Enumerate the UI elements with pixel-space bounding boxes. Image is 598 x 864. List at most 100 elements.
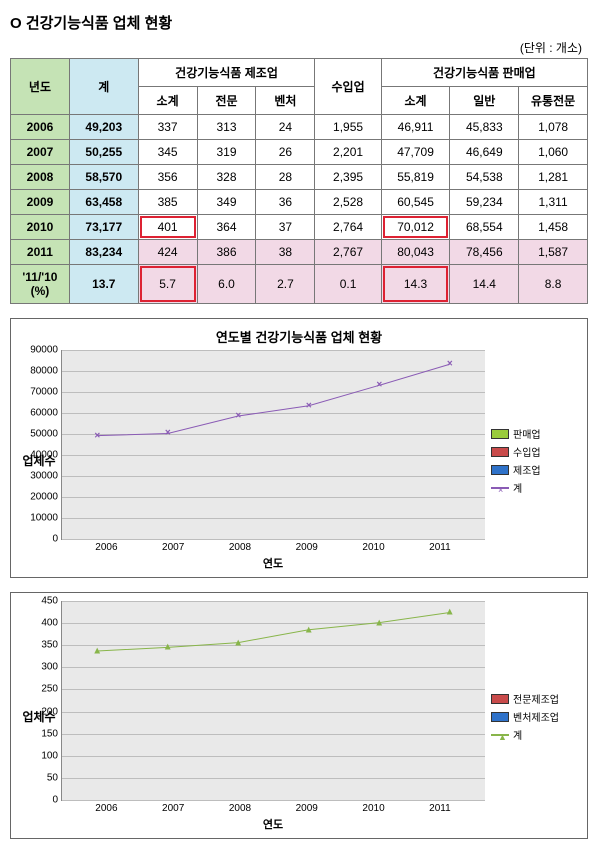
legend-item: 수입업 [491,444,581,459]
x-tick: 2008 [229,803,251,814]
table-cell: 328 [197,165,256,190]
legend-item: ×계 [491,480,581,495]
table-cell: 424 [138,240,197,265]
unit-label: (단위 : 개소) [10,39,588,56]
x-tick: 2008 [229,542,251,553]
chart1-xlabel: 연도 [61,555,485,571]
table-cell: 46,911 [381,115,450,140]
table-cell: 58,570 [69,165,138,190]
table-row: 200963,458385349362,52860,54559,2341,311 [11,190,588,215]
table-cell: 37 [256,215,315,240]
table-cell: 54,538 [450,165,519,190]
x-tick: 2010 [362,542,384,553]
table-cell: 1,060 [519,140,588,165]
chart1-title: 연도별 건강기능식품 업체 현황 [17,327,581,346]
table-cell: 1,311 [519,190,588,215]
legend-item: 전문제조업 [491,691,581,706]
table-cell: 1,078 [519,115,588,140]
legend-item: ▲계 [491,727,581,742]
th-mfg-venture: 벤처 [256,87,315,115]
th-mfg-special: 전문 [197,87,256,115]
x-tick: 2009 [296,803,318,814]
legend-item: 제조업 [491,462,581,477]
table-cell: 14.3 [381,265,450,304]
table-row: 201073,177401364372,76470,01268,5541,458 [11,215,588,240]
table-cell: 63,458 [69,190,138,215]
legend-item: 벤처제조업 [491,709,581,724]
data-table: 년도 계 건강기능식품 제조업 수입업 건강기능식품 판매업 소계 전문 벤처 … [10,58,588,304]
chart2-xlabels: 200620072008200920102011 [61,801,485,814]
table-cell: 2006 [11,115,70,140]
table-cell: 2010 [11,215,70,240]
table-cell: 28 [256,165,315,190]
table-row: 200858,570356328282,39555,81954,5381,281 [11,165,588,190]
table-cell: 14.4 [450,265,519,304]
chart1-legend: 판매업수입업제조업 ×계 [485,423,581,498]
th-sales-sub: 소계 [381,87,450,115]
table-cell: 8.8 [519,265,588,304]
legend-item: 판매업 [491,426,581,441]
table-cell: 349 [197,190,256,215]
table-cell: 319 [197,140,256,165]
table-cell: 1,281 [519,165,588,190]
table-row: 201183,234424386382,76780,04378,4561,587 [11,240,588,265]
table-cell: 401 [138,215,197,240]
table-cell: 2,767 [315,240,381,265]
table-cell: 337 [138,115,197,140]
table-cell: 0.1 [315,265,381,304]
table-cell: 6.0 [197,265,256,304]
chart2-xlabel: 연도 [61,816,485,832]
table-cell: 46,649 [450,140,519,165]
chart2-legend: 전문제조업벤처제조업 ▲계 [485,688,581,745]
table-cell: 1,458 [519,215,588,240]
chart2-plot: 050100150200250300350400450▲▲▲▲▲▲ [61,601,485,801]
table-cell: 2,201 [315,140,381,165]
table-cell: 38 [256,240,315,265]
th-sales-general: 일반 [450,87,519,115]
chart1-plot: 0100002000030000400005000060000700008000… [61,350,485,540]
table-cell: 2,528 [315,190,381,215]
table-cell: 83,234 [69,240,138,265]
table-cell: 364 [197,215,256,240]
th-mfg-sub: 소계 [138,87,197,115]
table-row: 200649,203337313241,95546,91145,8331,078 [11,115,588,140]
table-cell: 73,177 [69,215,138,240]
table-cell: 70,012 [381,215,450,240]
x-tick: 2007 [162,803,184,814]
table-cell: 2008 [11,165,70,190]
table-cell: '11/'10(%) [11,265,70,304]
table-cell: 59,234 [450,190,519,215]
table-cell: 1,587 [519,240,588,265]
x-tick: 2007 [162,542,184,553]
table-cell: 2009 [11,190,70,215]
th-mfg-group: 건강기능식품 제조업 [138,59,315,87]
table-cell: 36 [256,190,315,215]
table-cell: 45,833 [450,115,519,140]
table-cell: 5.7 [138,265,197,304]
table-cell: 60,545 [381,190,450,215]
table-cell: 356 [138,165,197,190]
table-cell: 50,255 [69,140,138,165]
table-cell: 313 [197,115,256,140]
table-cell: 80,043 [381,240,450,265]
th-year: 년도 [11,59,70,115]
table-cell: 47,709 [381,140,450,165]
x-tick: 2009 [296,542,318,553]
table-row: '11/'10(%)13.75.76.02.70.114.314.48.8 [11,265,588,304]
table-cell: 345 [138,140,197,165]
table-cell: 2011 [11,240,70,265]
th-import: 수입업 [315,59,381,115]
table-cell: 2,395 [315,165,381,190]
table-cell: 1,955 [315,115,381,140]
table-row: 200750,255345319262,20147,70946,6491,060 [11,140,588,165]
table-cell: 386 [197,240,256,265]
x-tick: 2006 [95,542,117,553]
table-cell: 24 [256,115,315,140]
th-sales-group: 건강기능식품 판매업 [381,59,587,87]
table-cell: 2,764 [315,215,381,240]
page-title: O 건강기능식품 업체 현황 [10,12,588,33]
table-cell: 68,554 [450,215,519,240]
x-tick: 2011 [429,542,451,553]
chart2: 업체수 050100150200250300350400450▲▲▲▲▲▲ 20… [10,592,588,839]
th-sales-dist: 유통전문 [519,87,588,115]
